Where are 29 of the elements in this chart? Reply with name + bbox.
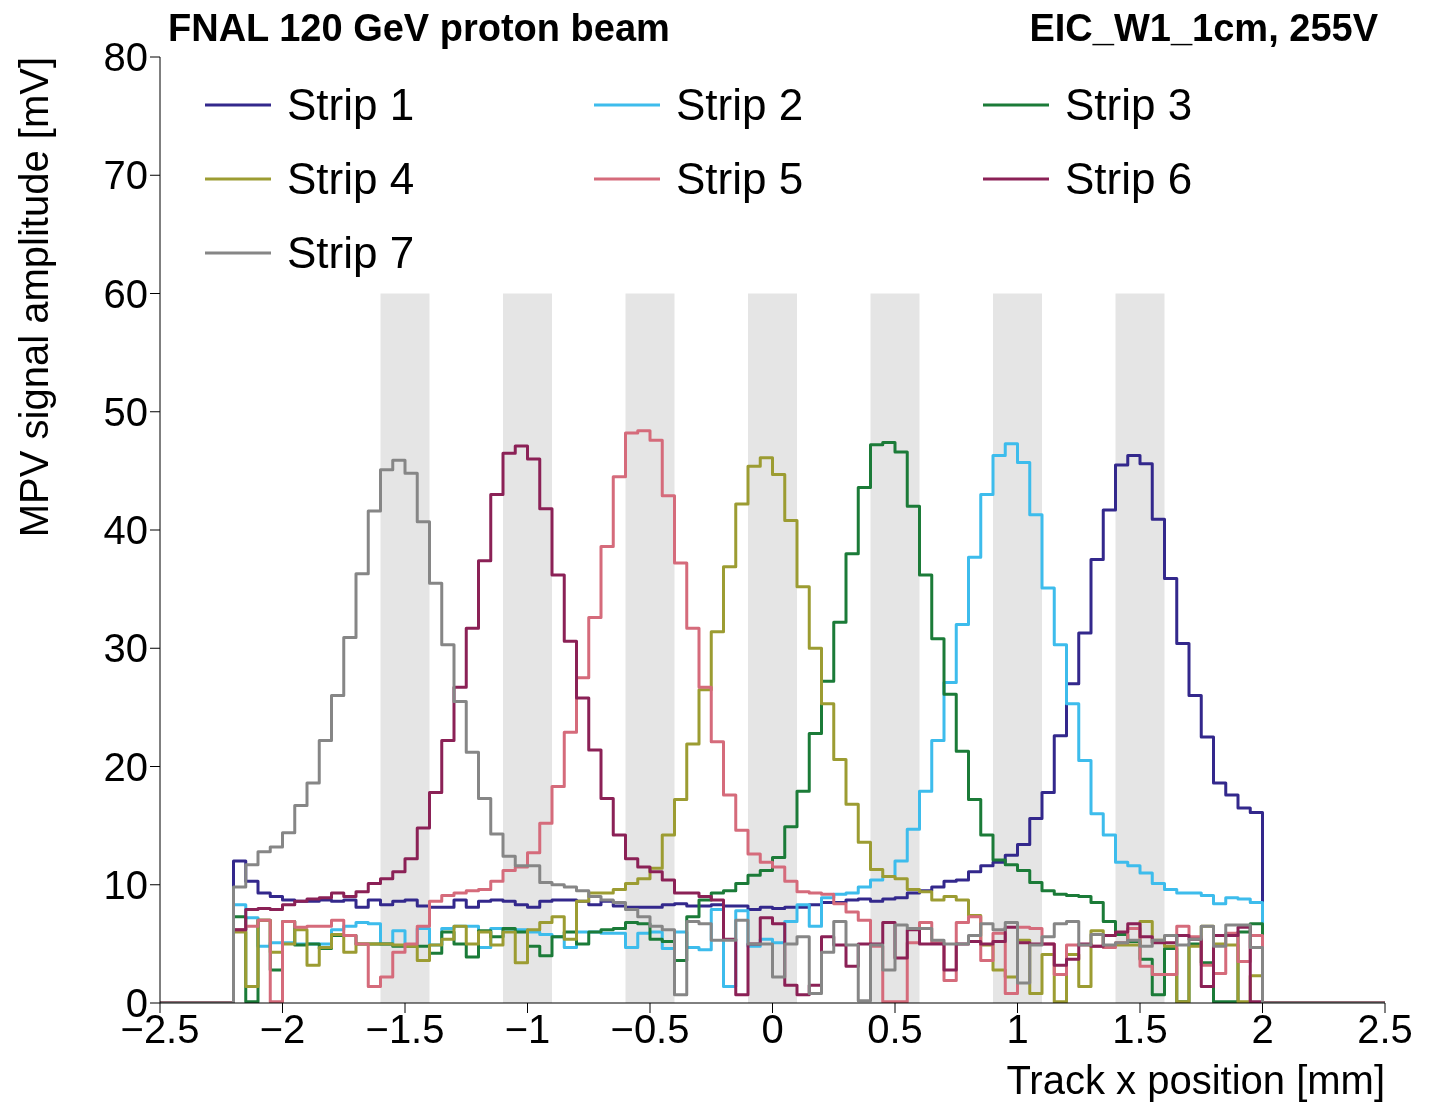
legend-label: Strip 1	[287, 80, 415, 130]
x-tick-label: −1.5	[365, 1007, 445, 1052]
chart-title: FNAL 120 GeV proton beam	[168, 7, 670, 49]
x-tick-label: 1.5	[1112, 1007, 1168, 1052]
y-tick-label: 50	[103, 389, 148, 434]
y-tick-label: 70	[103, 153, 148, 198]
y-tick-label: 40	[103, 508, 148, 553]
y-tick-label: 30	[103, 626, 148, 671]
legend-label: Strip 6	[1065, 154, 1193, 204]
legend-label: Strip 4	[287, 154, 415, 204]
y-tick-label: 10	[103, 862, 148, 907]
legend-label: Strip 2	[676, 80, 804, 130]
chart-subtitle: EIC_W1_1cm, 255V	[1029, 7, 1378, 49]
x-tick-label: 2	[1251, 1007, 1274, 1052]
x-tick-label: −2	[259, 1007, 306, 1052]
legend-label: Strip 5	[676, 154, 804, 204]
x-axis-title: Track x position [mm]	[1006, 1058, 1385, 1102]
x-tick-label: 2.5	[1357, 1007, 1413, 1052]
y-tick-label: 60	[103, 271, 148, 316]
x-tick-label: −0.5	[610, 1007, 690, 1052]
legend-label: Strip 3	[1065, 80, 1193, 130]
y-axis-title: MPV signal amplitude [mV]	[12, 57, 56, 538]
y-tick-label: 80	[103, 35, 148, 80]
x-tick-label: −1	[504, 1007, 551, 1052]
x-tick-label: 1	[1006, 1007, 1029, 1052]
x-tick-label: 0.5	[867, 1007, 923, 1052]
legend-label: Strip 7	[287, 228, 415, 278]
x-tick-label: 0	[761, 1007, 784, 1052]
y-tick-label: 20	[103, 744, 148, 789]
